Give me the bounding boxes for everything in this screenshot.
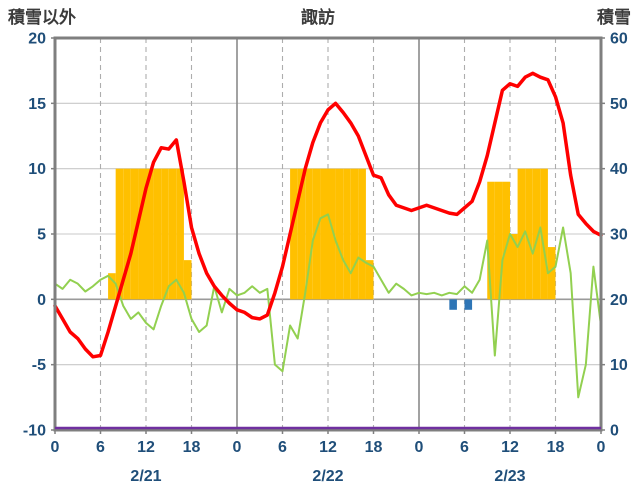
svg-text:20: 20 [610, 292, 628, 309]
svg-text:0: 0 [37, 292, 46, 309]
svg-text:0: 0 [610, 423, 619, 440]
svg-text:6: 6 [96, 439, 105, 456]
svg-text:2/21: 2/21 [130, 468, 161, 485]
chart-title: 諏訪 [301, 8, 335, 27]
svg-text:18: 18 [183, 439, 201, 456]
svg-text:2/23: 2/23 [494, 468, 525, 485]
svg-text:-10: -10 [23, 423, 46, 440]
right-axis-title: 積雪 [597, 8, 631, 27]
svg-text:6: 6 [278, 439, 287, 456]
svg-text:0: 0 [597, 439, 606, 456]
svg-text:20: 20 [28, 31, 46, 48]
svg-text:18: 18 [547, 439, 565, 456]
svg-text:18: 18 [365, 439, 383, 456]
svg-text:15: 15 [28, 96, 46, 113]
svg-text:30: 30 [610, 227, 628, 244]
svg-text:40: 40 [610, 161, 628, 178]
svg-text:10: 10 [28, 161, 46, 178]
svg-text:2/22: 2/22 [312, 468, 343, 485]
svg-text:0: 0 [415, 439, 424, 456]
svg-text:5: 5 [37, 227, 46, 244]
svg-text:60: 60 [610, 31, 628, 48]
svg-text:12: 12 [319, 439, 337, 456]
svg-text:10: 10 [610, 357, 628, 374]
svg-text:0: 0 [51, 439, 60, 456]
left-axis-title: 積雪以外 [8, 8, 76, 27]
svg-text:50: 50 [610, 96, 628, 113]
svg-text:12: 12 [137, 439, 155, 456]
svg-text:0: 0 [233, 439, 242, 456]
svg-text:-5: -5 [32, 357, 46, 374]
svg-text:6: 6 [460, 439, 469, 456]
svg-text:12: 12 [501, 439, 519, 456]
